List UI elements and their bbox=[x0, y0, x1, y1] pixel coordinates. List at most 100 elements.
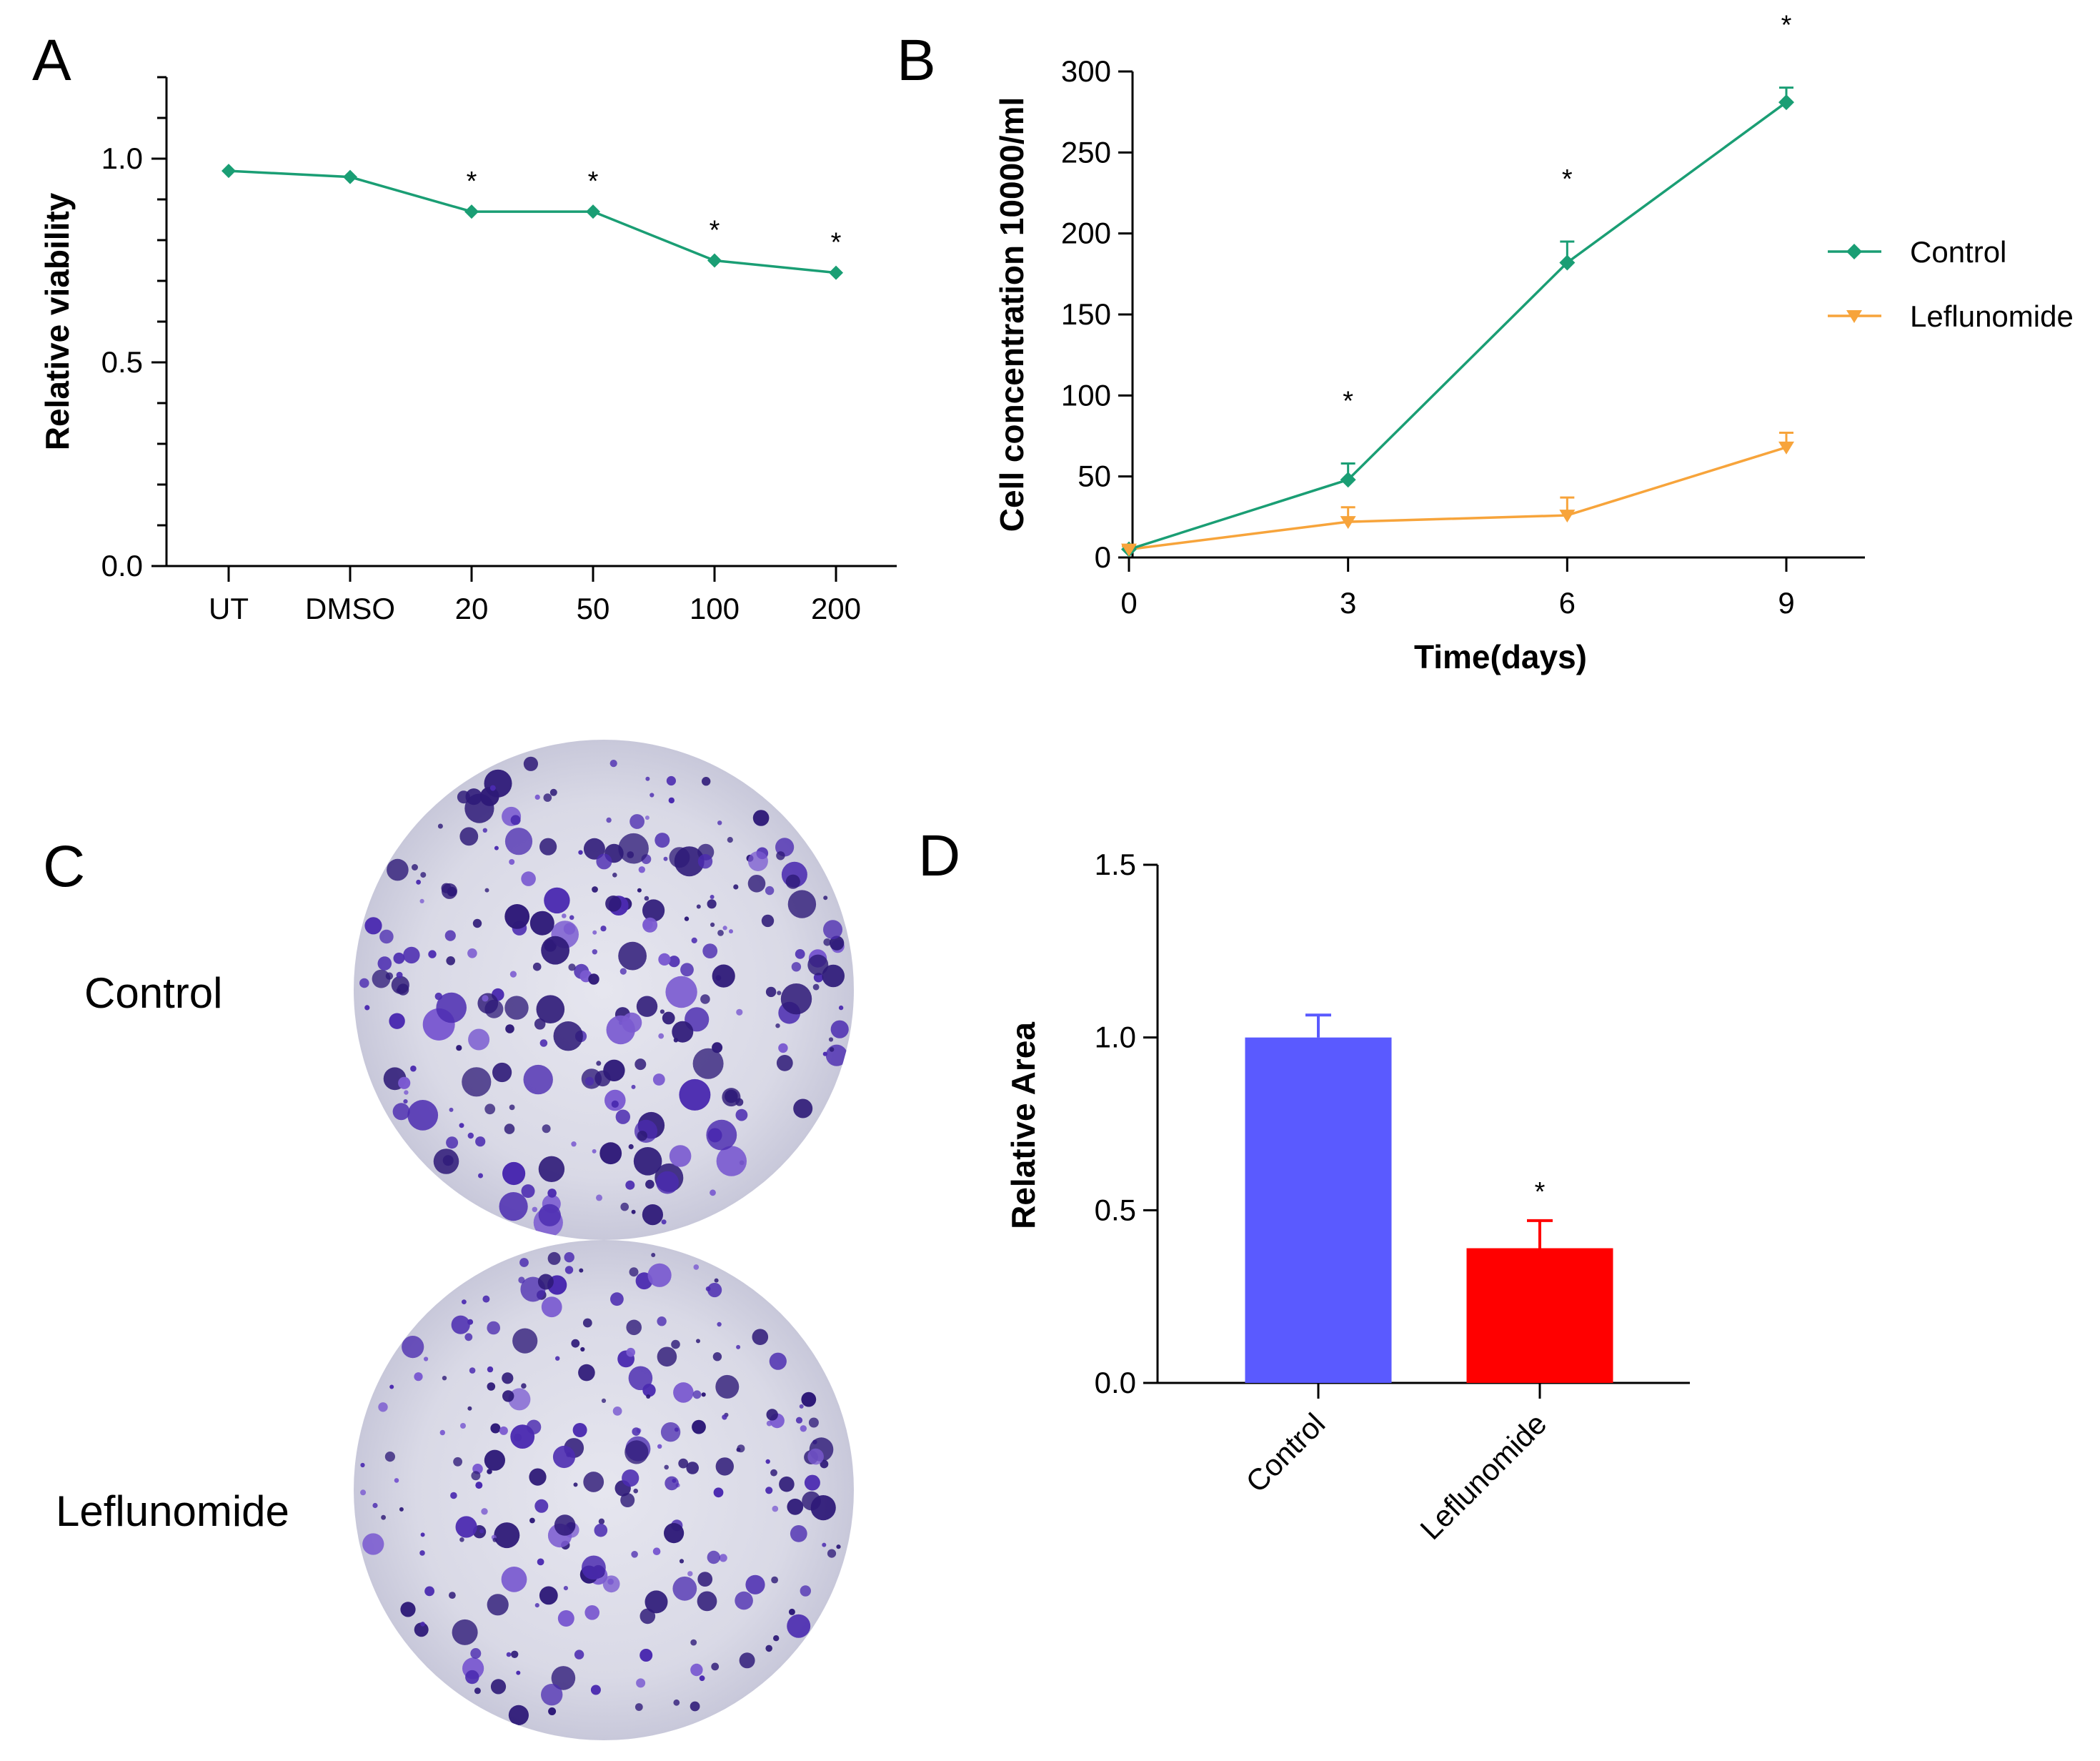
colony-dot bbox=[686, 1462, 699, 1474]
colony-dot bbox=[396, 971, 403, 978]
colony-dot bbox=[828, 1037, 834, 1042]
colony-dot bbox=[414, 1372, 423, 1381]
colony-dot bbox=[672, 1478, 677, 1483]
chart-b-y-tick-label: 100 bbox=[1061, 378, 1111, 412]
colony-dot bbox=[509, 971, 517, 978]
colony-dot bbox=[523, 1064, 553, 1095]
colony-dot bbox=[416, 879, 421, 885]
colony-dot bbox=[504, 904, 530, 929]
colony-dot bbox=[572, 1423, 587, 1437]
chart-b-leflunomide-point bbox=[1340, 516, 1356, 530]
chart-a-x-tick-label: 50 bbox=[577, 592, 610, 625]
colony-dot bbox=[404, 1090, 409, 1095]
colony-dot bbox=[618, 941, 647, 971]
colony-dot bbox=[580, 1346, 585, 1352]
colony-dot bbox=[793, 1098, 813, 1118]
colony-dot bbox=[711, 1662, 720, 1671]
colony-dot bbox=[424, 1586, 434, 1597]
colony-dot bbox=[690, 1663, 703, 1677]
colony-dot bbox=[464, 793, 494, 823]
colony-dot bbox=[807, 1448, 824, 1465]
colony-dot bbox=[439, 1429, 445, 1436]
colony-dot bbox=[592, 1149, 597, 1154]
chart-a-significance-star: * bbox=[467, 167, 477, 197]
chart-a-significance-star: * bbox=[588, 167, 599, 197]
colony-dot bbox=[492, 1537, 497, 1542]
chart-b-x-tick-label: 3 bbox=[1340, 586, 1356, 620]
colony-dot bbox=[508, 1388, 531, 1411]
colony-dot bbox=[460, 1423, 466, 1429]
colony-dot bbox=[610, 1292, 624, 1306]
colony-dot bbox=[769, 1352, 787, 1370]
chart-a-data-point bbox=[222, 164, 236, 179]
chart-b-control-point bbox=[1340, 472, 1356, 488]
panel-letter-c: C bbox=[43, 834, 85, 899]
chart-d-y-tick-label: 0.0 bbox=[1095, 1366, 1136, 1399]
colony-dot bbox=[657, 1346, 677, 1367]
colony-dot bbox=[722, 1414, 727, 1420]
chart-a-x-tick-label: DMSO bbox=[305, 592, 395, 625]
colony-dot bbox=[529, 1468, 547, 1486]
colony-dot bbox=[419, 1550, 425, 1556]
colony-dot bbox=[442, 1155, 454, 1166]
colony-dot bbox=[765, 986, 777, 998]
colony-dot bbox=[364, 917, 382, 935]
colony-dot bbox=[629, 1267, 639, 1277]
chart-a-y-tick-label: 0.5 bbox=[101, 345, 143, 379]
colony-dot bbox=[634, 1119, 658, 1143]
colony-dot bbox=[735, 1108, 748, 1121]
chart-a-significance-star: * bbox=[831, 228, 842, 258]
colony-dot bbox=[727, 837, 733, 843]
colony-dot bbox=[607, 1578, 614, 1585]
colony-dot bbox=[554, 1514, 576, 1536]
colony-dot bbox=[410, 1065, 417, 1072]
colony-dot bbox=[378, 1402, 388, 1412]
colony-dot bbox=[684, 916, 690, 921]
colony-dot bbox=[444, 930, 456, 941]
colony-dot bbox=[521, 1383, 527, 1389]
colony-dot bbox=[592, 930, 597, 935]
colony-dot bbox=[785, 874, 800, 889]
colony-dot bbox=[499, 1192, 528, 1221]
colony-dot bbox=[563, 1586, 569, 1591]
colony-dot bbox=[813, 973, 824, 983]
colony-dot bbox=[509, 859, 515, 865]
colony-dot bbox=[713, 1487, 724, 1498]
colony-dot bbox=[645, 1179, 655, 1189]
colony-dot bbox=[808, 1417, 819, 1428]
colony-dot bbox=[736, 1344, 741, 1349]
leflunomide-colonies bbox=[360, 1251, 841, 1725]
chart-d-y-label: Relative Area bbox=[1005, 1022, 1042, 1229]
colony-dot bbox=[661, 1219, 667, 1225]
chart-a-data-point bbox=[829, 265, 843, 280]
colony-dot bbox=[539, 838, 557, 855]
colony-dot bbox=[827, 1549, 837, 1558]
colony-dot bbox=[823, 938, 831, 946]
colony-dot bbox=[717, 820, 722, 825]
colony-dot bbox=[668, 797, 675, 804]
colony-dot bbox=[516, 1670, 521, 1675]
colony-dot bbox=[729, 929, 733, 934]
colony-dot bbox=[541, 936, 569, 965]
colony-dot bbox=[662, 1011, 675, 1025]
colony-dot bbox=[672, 1576, 697, 1601]
colony-dot bbox=[534, 1018, 546, 1030]
colony-dot bbox=[578, 1364, 595, 1381]
chart-b-y-tick-label: 300 bbox=[1061, 54, 1111, 88]
colony-dot bbox=[420, 1532, 425, 1537]
colony-dot bbox=[452, 1619, 478, 1645]
colony-dot bbox=[712, 1352, 722, 1361]
colony-dot bbox=[490, 1423, 501, 1434]
colony-dot bbox=[478, 1173, 483, 1179]
legend-leflunomide-label: Leflunomide bbox=[1910, 299, 2074, 333]
colony-dot bbox=[660, 1009, 665, 1014]
colony-dot bbox=[822, 964, 845, 988]
control-image-label: Control bbox=[84, 969, 222, 1017]
colony-dot bbox=[790, 1525, 807, 1542]
colony-dot bbox=[403, 946, 420, 964]
colony-dot bbox=[712, 964, 735, 988]
colony-dot bbox=[536, 995, 565, 1023]
colony-dot bbox=[777, 991, 782, 996]
colony-dot bbox=[487, 1321, 500, 1335]
colony-dot bbox=[453, 1457, 462, 1467]
